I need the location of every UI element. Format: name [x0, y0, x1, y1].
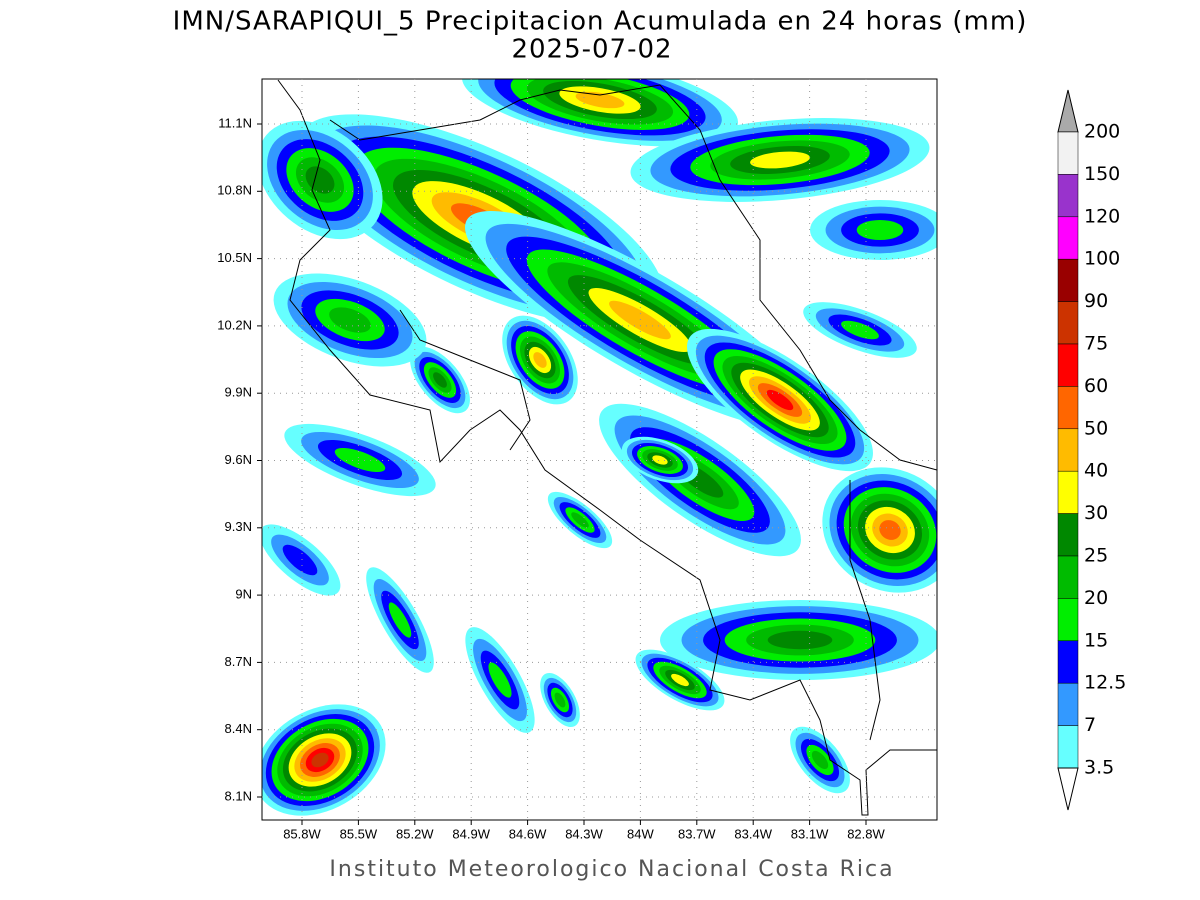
precip-contour — [750, 151, 810, 169]
border — [329, 84, 937, 471]
colorbar-swatch — [1057, 301, 1079, 345]
precip-contour — [554, 692, 566, 708]
colorbar-swatch — [1057, 343, 1079, 387]
lon-label: 84.3W — [565, 826, 603, 841]
precip-contour — [841, 320, 879, 340]
colorbar-swatch — [1057, 598, 1079, 642]
footer: Instituto Meteorologico Nacional Costa R… — [329, 857, 894, 882]
colorbar-label: 50 — [1084, 417, 1108, 439]
colorbar-swatch — [1057, 555, 1079, 599]
subtitle: 2025-07-02 — [511, 35, 672, 65]
colorbar-label: 60 — [1084, 375, 1108, 397]
colorbar-label: 3.5 — [1084, 757, 1114, 779]
lon-label: 83.4W — [734, 826, 772, 841]
lat-label: 9.6N — [225, 452, 252, 467]
colorbar-swatch — [1057, 216, 1079, 260]
title: IMN/SARAPIQUI_5 Precipitacion Acumulada … — [173, 7, 1028, 37]
lat-label: 9.9N — [225, 385, 252, 400]
lat-label: 8.4N — [225, 721, 252, 736]
colorbar-swatch — [1057, 640, 1079, 684]
colorbar-label: 120 — [1084, 205, 1120, 227]
map-frame — [261, 78, 938, 821]
lon-label: 83.7W — [678, 826, 716, 841]
lat-label: 10.5N — [217, 250, 252, 265]
colorbar-swatch — [1057, 682, 1079, 726]
lat-label: 9N — [235, 587, 252, 602]
precip-contour — [856, 220, 904, 240]
precip-contour — [329, 307, 371, 333]
lon-label: 84.9W — [452, 826, 490, 841]
coastline — [277, 79, 937, 816]
precip-contour — [811, 750, 829, 770]
precip-contour — [575, 91, 625, 109]
colorbar-label: 90 — [1084, 290, 1108, 312]
precip-contour — [767, 630, 833, 650]
colorbar-swatch — [1057, 470, 1079, 514]
precip-contour — [671, 673, 689, 687]
colorbar-swatch — [1057, 725, 1079, 769]
colorbar-swatch — [1057, 513, 1079, 557]
precip-contour — [311, 752, 329, 768]
lat-label: 9.3N — [225, 519, 252, 534]
colorbar-label: 12.5 — [1084, 672, 1126, 694]
precip-contour — [388, 602, 412, 638]
precip-contour — [433, 372, 447, 388]
lon-label: 84.6W — [509, 826, 547, 841]
colorbar-label: 30 — [1084, 502, 1108, 524]
colorbar-label: 200 — [1084, 121, 1120, 143]
colorbar-label: 7 — [1084, 714, 1096, 736]
colorbar-swatch — [1057, 258, 1079, 302]
lat-label: 8.7N — [225, 654, 252, 669]
lon-label: 85.8W — [283, 826, 321, 841]
colorbar-label: 15 — [1084, 629, 1108, 651]
colorbar-swatch — [1057, 131, 1079, 175]
lat-label: 11.1N — [218, 115, 252, 130]
coastlines — [277, 79, 937, 816]
colorbar-label: 75 — [1084, 333, 1108, 355]
colorbar-under — [1057, 767, 1079, 811]
colorbar-swatch — [1057, 428, 1079, 472]
colorbar-label: 25 — [1084, 545, 1108, 567]
colorbar-swatch — [1057, 174, 1079, 218]
colorbar-label: 40 — [1084, 460, 1108, 482]
precip-contour — [488, 662, 512, 698]
lat-label: 10.8N — [217, 183, 252, 198]
lon-label: 85.2W — [396, 826, 434, 841]
colorbar-over — [1057, 89, 1079, 133]
precip-field — [262, 79, 937, 816]
precip-contour — [282, 544, 318, 576]
colorbar-label: 150 — [1084, 163, 1120, 185]
colorbar-swatch — [1057, 386, 1079, 430]
colorbar-label: 20 — [1084, 587, 1108, 609]
border — [849, 480, 881, 741]
precip-contour — [334, 447, 386, 473]
precip-contour — [879, 520, 901, 540]
coastline — [399, 309, 531, 451]
lon-label: 84W — [627, 826, 654, 841]
precip-contour — [533, 352, 547, 368]
lat-label: 10.2N — [217, 317, 252, 332]
lon-label: 85.5W — [340, 826, 378, 841]
colorbar: 200 150 120 100 90 75 60 50 40 30 25 20 15 12.5 7 3.5 — [1057, 89, 1126, 811]
axes: 11.1N 10.8N 10.5N 10.2N 9.9N 9.6N 9.3N 9N 8.7N 8.… — [217, 79, 937, 841]
precip-contour — [652, 455, 668, 465]
colorbar-label: 100 — [1084, 248, 1120, 270]
precip-contour — [766, 389, 794, 411]
lon-label: 83.1W — [791, 826, 829, 841]
lon-label: 82.8W — [847, 826, 885, 841]
lat-label: 8.1N — [225, 788, 252, 803]
